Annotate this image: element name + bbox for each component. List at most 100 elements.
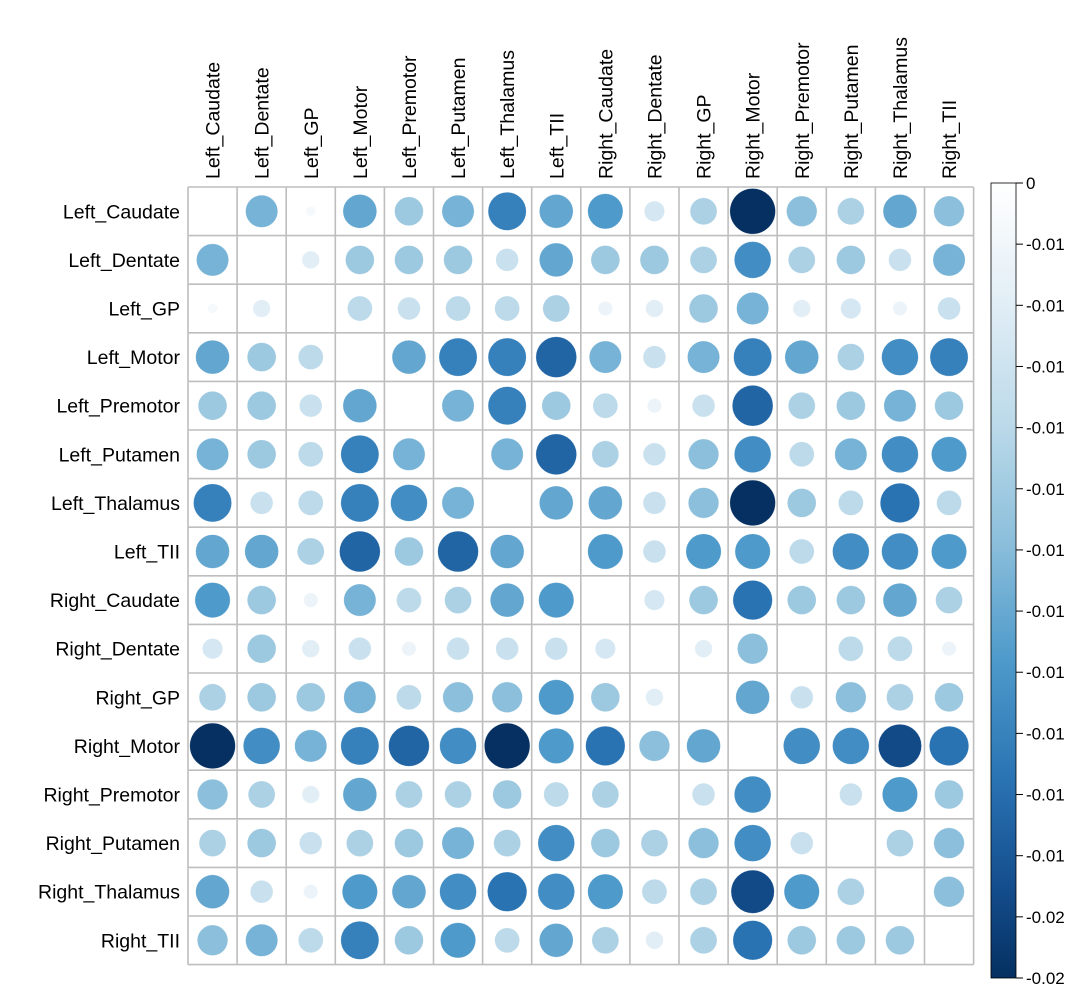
cell-circle: [638, 730, 671, 762]
cell-circle: [885, 925, 915, 956]
cell-circle: [832, 532, 870, 571]
cell-circle: [642, 491, 667, 515]
cell-circle: [645, 299, 664, 318]
cell-circle: [297, 927, 324, 954]
cell-circle: [878, 723, 922, 768]
cell-circle: [731, 385, 774, 427]
cell-circle: [737, 633, 769, 665]
cell-circle: [590, 682, 621, 713]
cell-circle: [886, 829, 914, 857]
cell-circle: [839, 782, 863, 807]
row-label: Right_Dentate: [55, 639, 180, 661]
cell-circle: [688, 585, 719, 615]
row-label: Left_Dentate: [68, 250, 180, 272]
column-label: Right_GP: [694, 94, 716, 179]
row-label: Left_TII: [114, 542, 180, 564]
cell-circle: [296, 537, 325, 566]
column-label: Left_GP: [301, 107, 323, 179]
cell-circle: [787, 391, 816, 420]
cell-circle: [931, 533, 968, 570]
cell-circle: [196, 437, 229, 471]
cell-circle: [790, 685, 814, 709]
cell-circle: [735, 680, 770, 715]
cell-circle: [790, 831, 814, 855]
cell-circle: [437, 530, 479, 573]
cell-circle: [345, 245, 375, 275]
cell-circle: [881, 338, 919, 376]
row-label: Left_Motor: [87, 347, 181, 369]
row-label: Right_Premotor: [43, 785, 180, 807]
cell-circle: [395, 780, 423, 809]
cell-circle: [207, 303, 218, 314]
cell-circle: [301, 785, 320, 804]
cell-circle: [394, 245, 424, 275]
cell-circle: [391, 339, 427, 375]
cell-circle: [879, 482, 921, 523]
colorbar-tick-label: -0.01: [1026, 663, 1065, 682]
cell-circle: [340, 434, 380, 474]
cell-circle: [941, 641, 957, 657]
cell-circle: [931, 436, 968, 473]
cell-circle: [197, 390, 228, 421]
cell-circle: [487, 191, 527, 231]
cell-circle: [487, 337, 527, 377]
cell-circle: [339, 530, 381, 573]
cell-circle: [590, 828, 621, 858]
cell-circle: [892, 300, 908, 317]
cell-circle: [246, 585, 277, 615]
cell-circle: [883, 389, 917, 423]
colorbar-tick-label: -0.01: [1026, 602, 1065, 621]
cell-circle: [489, 582, 525, 618]
cell-circle: [343, 583, 377, 617]
cell-circle: [195, 874, 230, 909]
cell-circle: [835, 681, 867, 713]
cell-circle: [882, 582, 918, 618]
cell-circle: [729, 188, 776, 235]
cell-circle: [391, 874, 427, 909]
cell-circle: [788, 538, 815, 565]
column-label: Left_Premotor: [399, 55, 421, 179]
cell-circle: [341, 873, 378, 910]
column-label: Right_Caudate: [595, 49, 617, 179]
cell-circle: [303, 884, 319, 900]
cell-circle: [441, 486, 475, 520]
cell-circle: [686, 728, 721, 764]
cell-circle: [838, 490, 864, 516]
row-label: Left_Putamen: [59, 444, 180, 466]
cell-circle: [489, 534, 525, 569]
cell-circle: [786, 195, 818, 227]
cell-circle: [445, 295, 471, 322]
cell-circle: [196, 778, 229, 811]
cell-circle: [733, 435, 772, 473]
cell-circle: [646, 398, 662, 414]
cell-circle: [446, 636, 470, 661]
cell-circle: [639, 245, 670, 275]
cell-circle: [487, 871, 528, 912]
cell-circle: [396, 587, 422, 613]
cell-circle: [342, 194, 378, 229]
cell-circle: [929, 337, 969, 377]
cell-circle: [594, 638, 616, 660]
cell-circle: [444, 780, 472, 809]
cell-circle: [641, 878, 668, 905]
cell-circle: [592, 392, 619, 419]
cell-circle: [645, 688, 664, 707]
row-label: Right_Motor: [74, 736, 181, 758]
cell-circle: [441, 826, 475, 860]
colorbar-tick-label: -0.01: [1026, 357, 1065, 376]
column-label: Left_Putamen: [448, 58, 470, 179]
cell-circle: [299, 831, 323, 855]
cell-circle: [591, 440, 620, 469]
cell-circle: [836, 390, 866, 421]
cell-circle: [730, 869, 775, 914]
cell-circle: [487, 386, 527, 426]
colorbar-tick-label: -0.01: [1026, 480, 1065, 499]
cell-circle: [933, 827, 965, 859]
cell-circle: [542, 294, 571, 323]
colorbar-tick-label: -0.02: [1026, 908, 1065, 927]
colorbar-tick-label: -0.01: [1026, 296, 1065, 315]
row-label: Left_Premotor: [56, 396, 180, 418]
cell-circle: [347, 295, 373, 322]
cell-circle: [645, 931, 664, 950]
cell-circle: [834, 437, 868, 471]
